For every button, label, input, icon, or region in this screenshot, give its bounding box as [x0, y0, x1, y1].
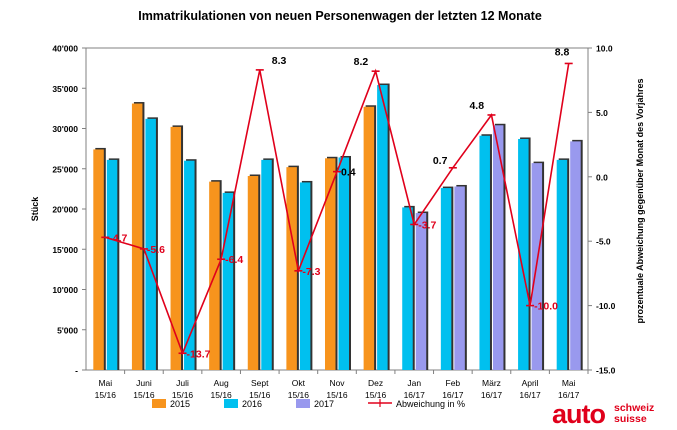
x-tick-label: Mai — [98, 378, 112, 388]
bar-2015 — [131, 103, 143, 371]
bar-2016 — [338, 157, 349, 370]
x-tick-label-period: 15/16 — [249, 390, 271, 400]
y2-tick-label: -10.0 — [596, 301, 616, 311]
x-tick-label-period: 15/16 — [172, 390, 194, 400]
logo-sub-text-2: suisse — [614, 413, 647, 425]
legend-label: 2015 — [170, 399, 190, 409]
legend-label: 2016 — [242, 399, 262, 409]
y-tick-label: 35'000 — [52, 84, 78, 94]
bar-2016 — [556, 159, 568, 370]
bar-2016 — [440, 188, 452, 370]
x-tick-label: Mai — [562, 378, 576, 388]
legend-swatch-2017 — [296, 399, 310, 408]
bar-2015 — [286, 167, 297, 370]
data-label-deviation: -7.3 — [302, 266, 320, 278]
x-tick-label: Juni — [136, 378, 152, 388]
bar-2017 — [415, 213, 427, 370]
bar-2015 — [363, 106, 375, 370]
y2-tick-label: 10.0 — [596, 44, 613, 54]
legend-swatch-2016 — [224, 399, 238, 408]
y-tick-label: 20'000 — [52, 205, 78, 215]
bar-2016 — [479, 135, 490, 370]
x-tick-label-period: 16/17 — [481, 390, 503, 400]
x-tick-label-period: 15/16 — [211, 390, 233, 400]
bar-2016 — [518, 138, 529, 370]
x-tick-label-period: 15/16 — [133, 390, 155, 400]
x-tick-label-period: 16/17 — [442, 390, 464, 400]
bar-2015 — [170, 126, 182, 370]
x-tick-label-period: 16/17 — [558, 390, 580, 400]
bar-2015 — [93, 149, 104, 370]
data-label-deviation: 0.7 — [433, 155, 448, 167]
x-tick-label-period: 15/16 — [365, 390, 387, 400]
bar-2017 — [492, 125, 504, 370]
y-tick-label: 25'000 — [52, 164, 78, 174]
x-tick-label: Nov — [329, 378, 345, 388]
logo-sub-text-1: schweiz — [614, 402, 655, 414]
chart-title: Immatrikulationen von neuen Personenwage… — [138, 9, 542, 23]
bar-2017 — [570, 141, 581, 370]
data-label-deviation: 8.2 — [354, 56, 369, 68]
data-label-deviation: 4.8 — [469, 100, 484, 112]
data-label-deviation: 8.3 — [272, 55, 287, 67]
x-tick-label: Jan — [407, 378, 421, 388]
y-tick-label: 15'000 — [52, 245, 78, 255]
data-label-deviation: -13.7 — [187, 348, 211, 360]
y-tick-label: 40'000 — [52, 44, 78, 54]
x-tick-label: Aug — [214, 378, 229, 388]
legend-label: Abweichung in % — [396, 399, 465, 409]
data-label-deviation: 8.8 — [555, 46, 570, 58]
bar-2016 — [299, 182, 311, 370]
y-tick-label: - — [75, 366, 78, 376]
x-tick-label: Juli — [176, 378, 189, 388]
data-label-deviation: -10.0 — [534, 301, 558, 313]
y2-tick-label: 5.0 — [596, 108, 608, 118]
logo-main-text: auto — [552, 399, 606, 429]
bar-2016 — [402, 207, 413, 370]
y-tick-label: 5'000 — [57, 325, 78, 335]
x-tick-label: Sept — [251, 378, 269, 388]
bar-2016 — [261, 159, 272, 370]
y-tick-label: 10'000 — [52, 285, 78, 295]
x-tick-label-period: 16/17 — [404, 390, 426, 400]
data-label-deviation: -5.6 — [147, 244, 165, 256]
x-tick-label: April — [522, 378, 539, 388]
y2-axis-label: prozentuale Abweichung gegenüber Monat d… — [635, 78, 645, 323]
bar-2015 — [325, 158, 336, 370]
data-label-deviation: -4.7 — [109, 232, 127, 244]
bar-2016 — [377, 85, 388, 370]
y-tick-label: 30'000 — [52, 124, 78, 134]
x-tick-label-period: 15/16 — [95, 390, 117, 400]
x-tick-label-period: 15/16 — [326, 390, 348, 400]
legend-label: 2017 — [314, 399, 334, 409]
data-label-deviation: -3.7 — [418, 219, 436, 231]
x-tick-label-period: 15/16 — [288, 390, 310, 400]
bar-2016 — [222, 192, 234, 370]
x-tick-label: Okt — [292, 378, 306, 388]
x-tick-label: Feb — [446, 378, 461, 388]
data-label-deviation: 0.4 — [341, 167, 356, 179]
bar-2016 — [145, 118, 156, 370]
y2-tick-label: -15.0 — [596, 366, 616, 376]
y2-tick-label: -5.0 — [596, 237, 611, 247]
bar-2016 — [106, 159, 118, 370]
y2-tick-label: 0.0 — [596, 172, 608, 182]
bar-2017 — [454, 186, 465, 370]
x-tick-label-period: 16/17 — [519, 390, 541, 400]
bar-2016 — [184, 160, 195, 370]
x-tick-label: Dez — [368, 378, 383, 388]
bar-2015 — [247, 175, 259, 370]
x-tick-label: März — [482, 378, 501, 388]
legend-swatch-2015 — [152, 399, 166, 408]
y-axis-label: Stück — [30, 196, 40, 222]
data-label-deviation: -6.4 — [225, 254, 243, 266]
auto-schweiz-logo: auto schweiz suisse — [552, 400, 670, 428]
